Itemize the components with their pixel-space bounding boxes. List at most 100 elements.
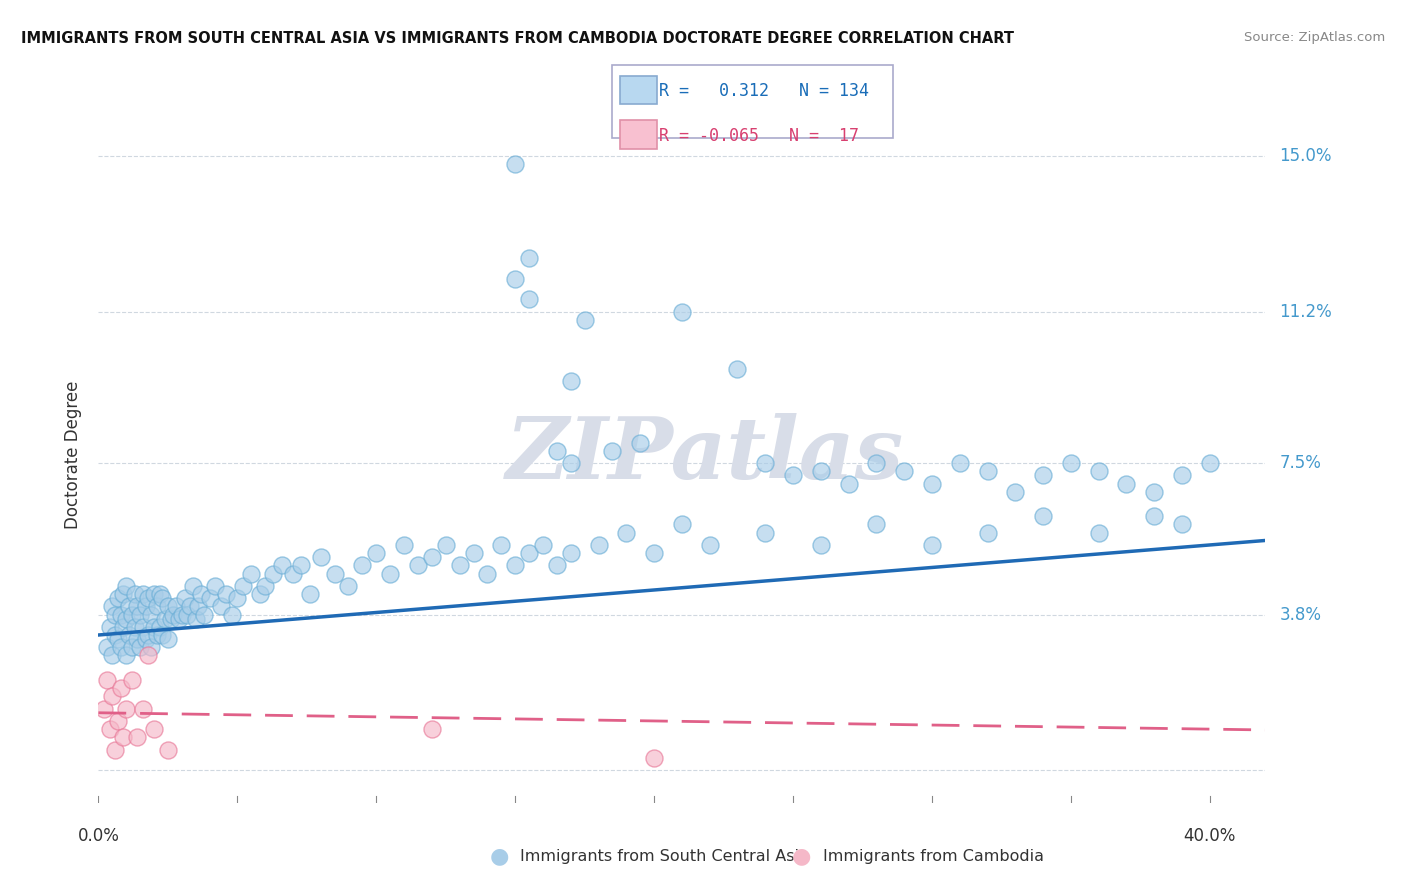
Point [187, 599, 209, 614]
Point [503, 272, 526, 286]
Point [463, 546, 485, 560]
Point [1032, 509, 1054, 524]
Point [198, 591, 221, 606]
Point [107, 591, 129, 606]
Point [352, 558, 374, 573]
Point [380, 566, 402, 581]
Point [503, 558, 526, 573]
Point [124, 620, 146, 634]
Point [574, 313, 596, 327]
Point [337, 579, 360, 593]
Point [129, 640, 152, 655]
Point [115, 579, 138, 593]
Point [132, 701, 155, 715]
Point [179, 599, 201, 614]
Text: 7.5%: 7.5% [1279, 454, 1322, 472]
Point [121, 607, 143, 622]
Point [449, 558, 471, 573]
Point [115, 701, 138, 715]
Point [162, 607, 184, 622]
Point [531, 538, 554, 552]
Point [115, 648, 138, 663]
Point [118, 628, 141, 642]
Point [98, 722, 121, 736]
Point [138, 648, 160, 663]
Point [517, 252, 540, 266]
Point [135, 599, 157, 614]
Point [921, 538, 943, 552]
Point [104, 607, 127, 622]
Point [121, 673, 143, 687]
Point [1171, 517, 1194, 532]
Point [165, 599, 187, 614]
Text: ZIPatlas: ZIPatlas [506, 413, 904, 497]
Point [112, 731, 135, 745]
Point [190, 587, 212, 601]
Point [143, 620, 166, 634]
Point [132, 587, 155, 601]
Point [138, 628, 160, 642]
Point [865, 456, 887, 470]
Point [560, 456, 582, 470]
Point [101, 690, 124, 704]
Point [184, 612, 207, 626]
Point [865, 517, 887, 532]
Point [118, 599, 141, 614]
Point [167, 612, 190, 626]
Point [614, 525, 637, 540]
Point [170, 607, 193, 622]
Text: Immigrants from Cambodia: Immigrants from Cambodia [823, 849, 1043, 863]
Text: 11.2%: 11.2% [1279, 302, 1331, 321]
Point [107, 714, 129, 728]
Point [156, 632, 179, 646]
Point [93, 701, 115, 715]
Point [112, 620, 135, 634]
Point [181, 579, 204, 593]
Point [949, 456, 972, 470]
Point [406, 558, 429, 573]
Point [96, 640, 118, 655]
Point [366, 546, 388, 560]
Point [727, 362, 749, 376]
Point [1087, 464, 1109, 478]
Point [290, 558, 312, 573]
Point [127, 632, 149, 646]
Text: 15.0%: 15.0% [1279, 147, 1331, 165]
Point [101, 648, 124, 663]
Point [104, 628, 127, 642]
Point [643, 546, 665, 560]
Point [810, 464, 832, 478]
Point [893, 464, 915, 478]
Point [323, 566, 346, 581]
Point [143, 722, 166, 736]
Point [560, 546, 582, 560]
Text: R =   0.312   N = 134: R = 0.312 N = 134 [659, 82, 869, 100]
Text: ●: ● [489, 847, 509, 866]
Point [204, 579, 226, 593]
Point [127, 599, 149, 614]
Point [1198, 456, 1220, 470]
Point [1060, 456, 1083, 470]
Point [193, 607, 215, 622]
Point [754, 456, 776, 470]
Point [124, 587, 146, 601]
Point [110, 640, 132, 655]
Point [588, 538, 610, 552]
Point [176, 607, 198, 622]
Point [699, 538, 721, 552]
Point [141, 640, 163, 655]
Point [129, 607, 152, 622]
Text: Immigrants from South Central Asia: Immigrants from South Central Asia [520, 849, 808, 863]
Point [96, 673, 118, 687]
Point [1032, 468, 1054, 483]
Point [782, 468, 804, 483]
Point [215, 587, 238, 601]
Point [546, 558, 568, 573]
Point [156, 742, 179, 756]
Point [420, 550, 443, 565]
Y-axis label: Doctorate Degree: Doctorate Degree [65, 381, 83, 529]
Point [838, 476, 860, 491]
Point [1143, 509, 1166, 524]
Point [156, 599, 179, 614]
Point [420, 722, 443, 736]
